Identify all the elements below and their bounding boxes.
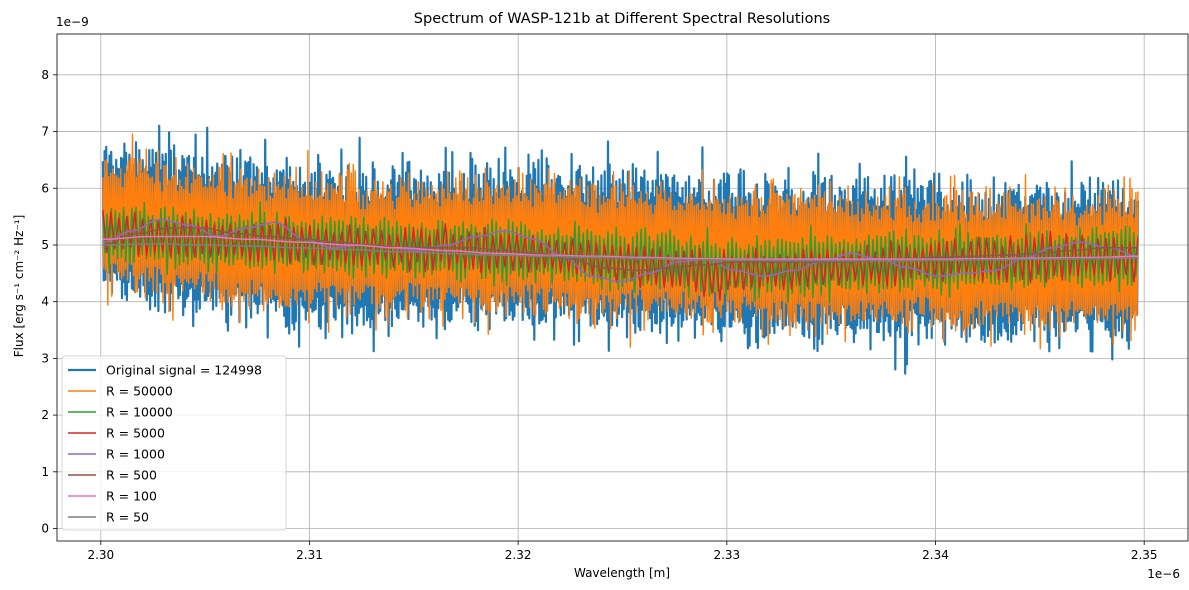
legend: Original signal = 124998 R = 50000 R = 100… [61,355,287,531]
legend-entry: R = 500 [106,468,157,483]
y-axis-label: Flux [erg s⁻¹ cm⁻² Hz⁻¹] [12,215,26,358]
legend-entry: R = 10000 [106,405,173,420]
x-tick-label: 2.33 [713,548,740,562]
y-tick-label: 2 [41,408,49,422]
x-offset-label: 1e−6 [1147,567,1180,581]
series-line [102,243,1138,262]
y-tick-label: 5 [41,238,49,252]
y-axis-ticks: 0 1 2 3 4 5 6 7 8 [41,68,57,536]
x-tick-label: 2.31 [296,548,323,562]
x-tick-label: 2.32 [505,548,532,562]
legend-entry: R = 100 [106,489,157,504]
x-axis-ticks: 2.30 2.31 2.32 2.33 2.34 2.35 [87,541,1158,562]
x-tick-label: 2.30 [87,548,114,562]
chart-title: Spectrum of WASP-121b at Different Spect… [414,11,830,27]
x-tick-label: 2.35 [1131,548,1158,562]
plot-frame [56,33,1189,542]
series-line [102,133,1139,350]
y-offset-label: 1e−9 [56,15,89,29]
legend-entry: R = 5000 [106,426,165,441]
legend-entry: R = 50000 [106,384,173,399]
y-tick-label: 1 [41,465,49,479]
legend-entry: R = 1000 [106,447,165,462]
series-line [102,227,1138,272]
x-tick-label: 2.34 [922,548,949,562]
series-lines [101,124,1139,375]
legend-entry: R = 50 [106,510,149,525]
x-axis-label: Wavelength [m] [574,566,670,580]
legend-entry: Original signal = 124998 [106,363,262,378]
y-tick-label: 3 [41,351,49,365]
y-tick-label: 4 [41,295,49,309]
y-tick-label: 0 [41,522,49,536]
legend-box [61,355,287,531]
y-tick-label: 8 [41,68,49,82]
series-line [102,218,1138,283]
y-tick-label: 6 [41,181,49,195]
series-line [102,235,1138,260]
y-tick-label: 7 [41,125,49,139]
